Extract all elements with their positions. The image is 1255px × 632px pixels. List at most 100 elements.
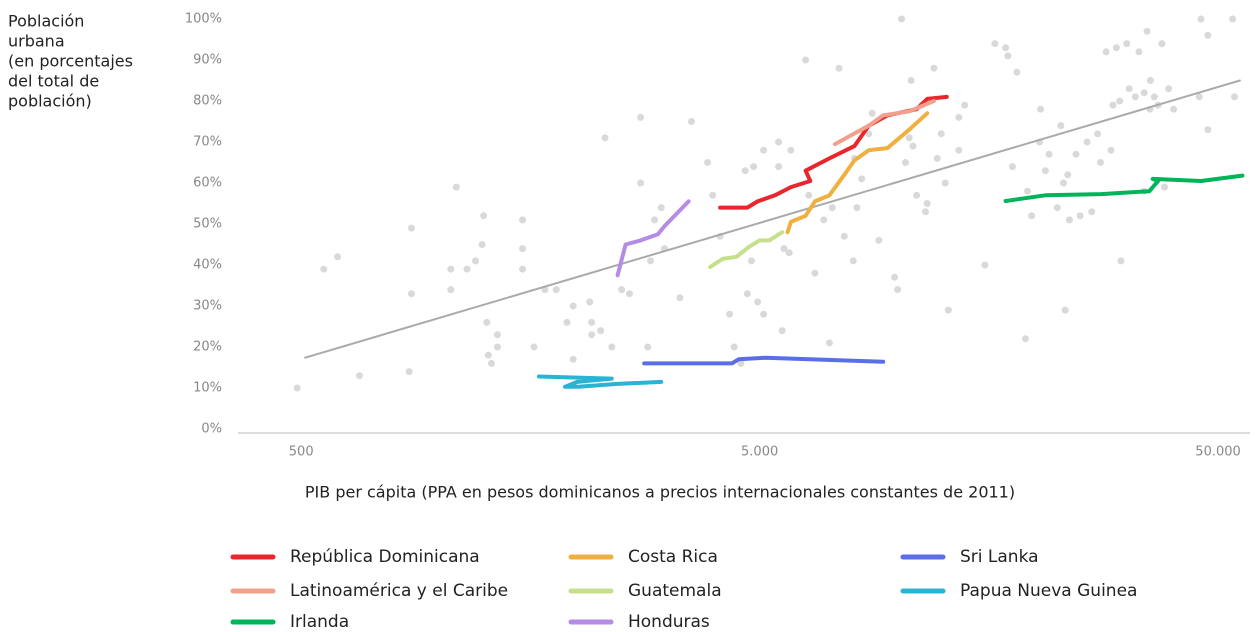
y-tick-label: 40% — [193, 258, 222, 273]
scatter-point — [1107, 146, 1115, 154]
scatter-point — [840, 232, 848, 240]
legend-label: Guatemala — [628, 581, 722, 601]
scatter-point — [484, 351, 492, 359]
scatter-point — [780, 245, 788, 253]
scatter-point — [320, 265, 328, 273]
scatter-point — [750, 163, 758, 171]
y-axis-label: Población — [8, 12, 84, 31]
y-tick-label: 100% — [185, 12, 222, 27]
scatter-point — [930, 64, 938, 72]
scatter-point — [730, 343, 738, 351]
scatter-point — [1008, 163, 1016, 171]
scatter-point — [743, 290, 751, 298]
scatter-point — [825, 339, 833, 347]
series-line — [1003, 173, 1245, 203]
scatter-point — [588, 331, 596, 339]
scatter-point — [1204, 31, 1212, 39]
x-tick-label: 50.000 — [1195, 445, 1241, 460]
y-axis-label: urbana — [8, 32, 65, 51]
scatter-point — [1064, 171, 1072, 179]
y-tick-label: 80% — [193, 94, 222, 109]
series-line — [708, 230, 785, 269]
scatter-point — [1204, 126, 1212, 134]
scatter-point — [1096, 159, 1104, 166]
scatter-point — [1116, 97, 1124, 105]
scatter-point — [921, 208, 929, 216]
scatter-point — [726, 310, 734, 318]
y-axis-label: población) — [8, 92, 92, 111]
scatter-point — [760, 146, 768, 154]
scatter-point — [1230, 93, 1238, 101]
scatter-point — [463, 265, 471, 273]
scatter-point — [651, 216, 659, 224]
scatter-point — [1158, 40, 1166, 48]
scatter-point — [704, 159, 712, 166]
scatter-point — [1112, 44, 1120, 52]
scatter-point — [1143, 27, 1151, 35]
scatter-point — [480, 212, 488, 220]
scatter-point — [937, 130, 945, 138]
scatter-point — [407, 290, 415, 298]
scatter-point — [493, 343, 501, 351]
legend-label: República Dominicana — [290, 547, 480, 567]
scatter-point — [991, 40, 999, 48]
scatter-point — [519, 245, 527, 253]
scatter-point — [478, 241, 486, 248]
scatter-point — [1131, 93, 1139, 101]
scatter-point — [981, 261, 989, 269]
y-tick-label: 0% — [201, 422, 222, 437]
scatter-point — [1024, 187, 1032, 195]
scatter-point — [787, 146, 795, 154]
scatter-point — [293, 384, 301, 392]
scatter-point — [775, 163, 783, 171]
series-line — [536, 374, 664, 389]
scatter-point — [1041, 167, 1049, 175]
series-line — [833, 99, 936, 147]
series-line — [785, 111, 930, 235]
scatter-point — [1102, 48, 1110, 56]
scatter-point — [853, 204, 861, 212]
scatter-point — [1150, 93, 1158, 101]
scatter-point — [901, 159, 909, 166]
x-tick-label: 5.000 — [741, 445, 778, 460]
scatter-point — [1065, 216, 1073, 224]
scatter-point — [1125, 85, 1133, 93]
scatter-point — [778, 327, 786, 335]
scatter-point — [1195, 93, 1203, 101]
scatter-point — [405, 368, 413, 376]
scatter-point — [1123, 40, 1131, 48]
scatter-point — [447, 286, 455, 294]
scatter-point — [569, 302, 577, 310]
scatter-point — [905, 134, 913, 142]
scatter-point — [1053, 204, 1061, 212]
scatter-point — [483, 318, 491, 326]
scatter-point — [601, 134, 609, 142]
scatter-point — [608, 343, 616, 351]
scatter-point — [586, 298, 594, 306]
scatter-point — [1021, 335, 1029, 343]
scatter-point — [1117, 257, 1125, 265]
scatter-point — [748, 257, 756, 265]
scatter-point — [875, 236, 883, 244]
y-axis-label: (en porcentajes — [8, 52, 133, 71]
y-tick-label: 10% — [193, 381, 222, 396]
scatter-point — [849, 257, 857, 265]
scatter-point — [644, 343, 652, 351]
scatter-point — [941, 179, 949, 187]
scatter-point — [820, 216, 828, 224]
scatter-point — [1135, 48, 1143, 56]
scatter-point — [923, 200, 931, 207]
scatter-point — [933, 154, 941, 162]
y-tick-label: 70% — [193, 135, 222, 150]
scatter-point — [676, 294, 684, 302]
scatter-point — [687, 118, 695, 125]
scatter-point — [1004, 52, 1012, 60]
y-tick-label: 50% — [193, 217, 222, 232]
scatter-point — [1094, 130, 1102, 138]
scatter-point — [597, 327, 605, 335]
scatter-point — [563, 318, 571, 326]
scatter-point — [519, 265, 527, 273]
scatter-point — [552, 286, 560, 294]
scatter-point — [637, 179, 645, 187]
